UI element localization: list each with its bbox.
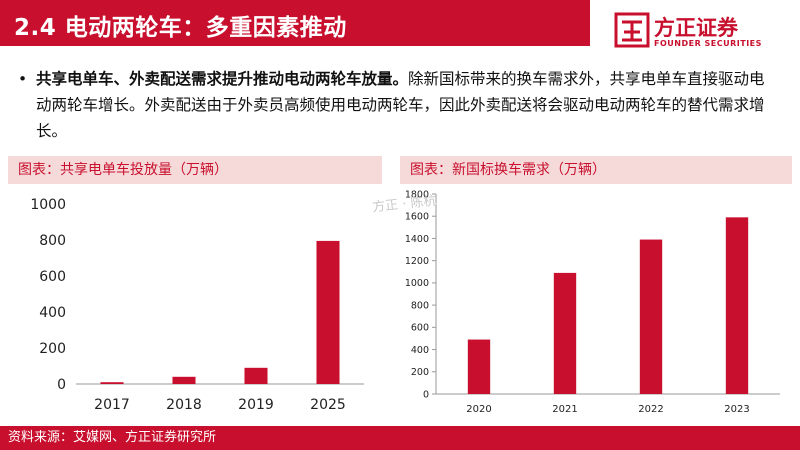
bullet-paragraph: • 共享电单车、外卖配送需求提升推动电动两轮车放量。除新国标带来的换车需求外，共… [18, 66, 778, 144]
chart2-title: 图表：新国标换车需求（万辆） [400, 156, 792, 184]
chart2-bar-2021 [553, 272, 577, 394]
logo-cn: 方正证券 [654, 16, 738, 40]
chart2-new-standard-demand: 0 200 400 600 800 1000 1200 1400 1600 1800 2020 202… [405, 189, 780, 415]
chart1-bar-2018 [172, 376, 196, 384]
chart2-x-tick-label: 2021 [552, 404, 577, 415]
chart2-y-tick-label: 1600 [405, 212, 429, 223]
chart2-bar-2023 [725, 217, 749, 394]
chart2-y-tick-label: 1200 [405, 256, 429, 267]
chart2-y-tick-label: 1800 [405, 189, 429, 200]
chart1-bar-2019 [244, 367, 268, 384]
chart1-shared-ebike: 0 200 400 600 800 1000 2017 2018 2019 2025 [30, 197, 364, 413]
chart1-x-tick-label: 2017 [94, 397, 130, 413]
chart1-y-tick-label: 0 [57, 377, 66, 393]
chart2-y-tick-label: 200 [411, 367, 429, 378]
logo-mark-icon [614, 12, 650, 48]
chart2-bar-2022 [639, 239, 663, 394]
bullet-bold-text: 共享电单车、外卖配送需求提升推动电动两轮车放量。 [36, 70, 409, 88]
chart2-y-tick-label: 0 [423, 389, 429, 400]
chart2-bar-2020 [467, 339, 491, 394]
chart1-x-tick-label: 2018 [166, 397, 202, 413]
chart1-y-tick-label: 200 [39, 341, 66, 357]
chart1-y-tick-label: 800 [39, 233, 66, 249]
chart2-y-tick-label: 1400 [405, 234, 429, 245]
chart2-y-tick-label: 800 [411, 300, 429, 311]
bullet-marker: • [18, 70, 28, 88]
chart1-y-tick-label: 1000 [30, 197, 66, 213]
chart2-y-tick-label: 600 [411, 323, 429, 334]
chart1-x-tick-label: 2019 [238, 397, 274, 413]
chart1-bar-2017 [100, 382, 124, 384]
title-bar: 2.4 电动两轮车：多重因素推动 [0, 0, 590, 46]
chart1-bar-2025 [316, 240, 340, 384]
brand-logo: 方正证券 FOUNDER SECURITIES [614, 12, 774, 52]
chart1-y-tick-label: 400 [39, 305, 66, 321]
chart2-x-tick-label: 2023 [724, 404, 749, 415]
page-title: 2.4 电动两轮车：多重因素推动 [14, 15, 347, 41]
bullet-text: 除新国标带来的换车需求外，共享电单车直接驱动电动两轮车增长。外卖配送由于外卖员高… [36, 70, 765, 140]
chart2-x-tick-label: 2022 [638, 404, 663, 415]
chart2-y-tick-label: 1000 [405, 278, 429, 289]
footer-source: 资料来源：艾媒网、方正证券研究所 [0, 426, 800, 450]
chart1-x-tick-label: 2025 [310, 397, 346, 413]
chart1-title: 图表：共享电单车投放量（万辆） [8, 156, 382, 184]
chart1-y-tick-label: 600 [39, 269, 66, 285]
chart2-x-tick-label: 2020 [466, 404, 491, 415]
chart2-y-tick-label: 400 [411, 345, 429, 356]
logo-en: FOUNDER SECURITIES [654, 39, 762, 48]
